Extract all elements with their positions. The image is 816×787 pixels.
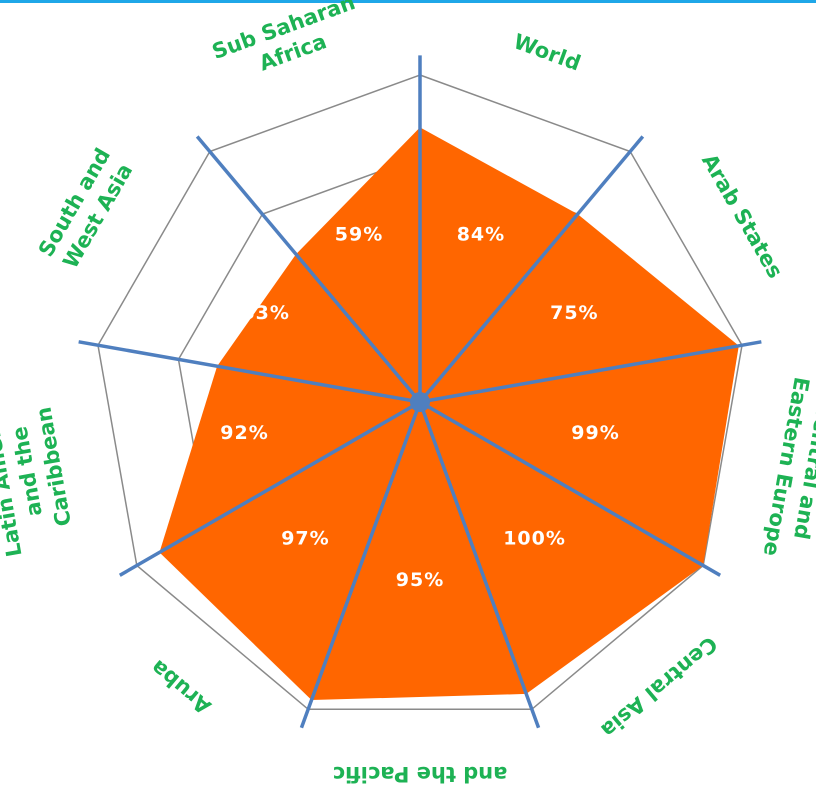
center-hub: [410, 392, 430, 412]
category-label-south-and-west-asia: South andWest Asia: [34, 144, 139, 274]
category-label-latin-america-and-the-caribbean: Latin Americaand theCaribbean: [0, 384, 80, 559]
spoke-aruba: [299, 401, 422, 729]
category-label-aruba: Aruba: [146, 655, 216, 719]
category-label-world: World: [510, 29, 583, 75]
category-label-central-asia: Central Asia: [596, 632, 722, 743]
value-label-south-and-west-asia: 63%: [241, 302, 289, 324]
series-area: [159, 127, 739, 701]
category-label-central-and-eastern-europe: Central andEastern Europe: [759, 375, 816, 562]
category-label-line: Aruba: [146, 655, 216, 719]
value-label-east-asia-and-the-pacific: 95%: [396, 569, 444, 591]
category-label-line: World: [510, 29, 583, 75]
spoke-east-asia-and-the-pacific: [418, 401, 541, 729]
category-label-line: Arab States: [697, 150, 787, 283]
value-label-latin-america-and-the-caribbean: 92%: [220, 422, 268, 444]
category-label-line: and the Pacific: [333, 762, 508, 786]
spoke-central-and-eastern-europe: [419, 340, 762, 404]
value-labels: 84% 75% 99% 100% 95% 97% 92% 63% 59%: [220, 224, 619, 592]
value-label-world: 84%: [457, 224, 505, 246]
category-label-sub-saharan-africa: Sub SaharanAfrica: [209, 0, 368, 89]
spoke-arab-states: [418, 135, 645, 404]
radar-spokes: [78, 55, 762, 729]
spoke-sub-saharan-africa: [195, 135, 422, 404]
radar-area: [159, 127, 739, 701]
grid-ring-4: [97, 74, 743, 711]
category-label-arab-states: Arab States: [697, 150, 787, 283]
spoke-central-asia: [419, 400, 722, 577]
value-label-sub-saharan-africa: 59%: [335, 224, 383, 246]
value-label-central-and-eastern-europe: 99%: [571, 422, 619, 444]
value-label-arab-states: 75%: [550, 302, 598, 324]
spoke-south-and-west-asia: [78, 340, 421, 404]
spoke-latin-america-and-the-caribbean: [118, 400, 421, 577]
category-label-line: Central Asia: [596, 632, 722, 743]
value-label-central-asia: 100%: [503, 528, 566, 550]
value-label-aruba: 97%: [281, 528, 329, 550]
